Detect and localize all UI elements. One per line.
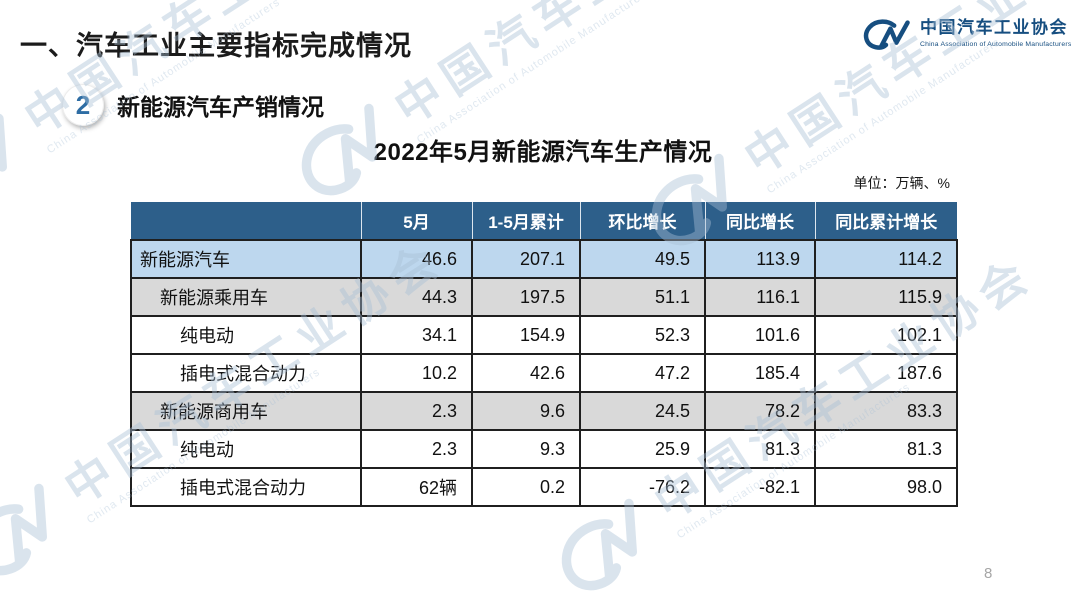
row-label: 插电式混合动力: [130, 467, 362, 507]
table-title: 2022年5月新能源汽车生产情况: [373, 139, 713, 166]
table-cell: 115.9: [814, 277, 958, 317]
column-header: 同比增长: [704, 202, 815, 240]
logo-name-en: China Association of Automobile Manufact…: [920, 40, 1072, 48]
table-cell: -82.1: [704, 467, 816, 507]
table-cell: 62辆: [360, 467, 473, 507]
section-heading: 2 新能源汽车产销情况: [62, 84, 324, 126]
table-header: 5月 1-5月累计 环比增长 同比增长 同比累计增长: [131, 202, 957, 240]
table-cell: 187.6: [814, 353, 958, 393]
table-row: 插电式混合动力 10.2 42.6 47.2 185.4 187.6: [130, 353, 958, 393]
table-cell: 0.2: [471, 467, 581, 507]
table-body: 新能源汽车 46.6 207.1 49.5 113.9 114.2 新能源乘用车 44.3 19…: [130, 239, 958, 507]
table-cell: 83.3: [814, 391, 958, 431]
watermark-cm-icon: [0, 476, 82, 598]
table-cell: 2.3: [360, 429, 473, 469]
table-cell: 113.9: [704, 239, 816, 279]
table-cell: 49.5: [579, 239, 706, 279]
row-label: 纯电动: [130, 315, 362, 355]
nev-production-table: 5月 1-5月累计 环比增长 同比增长 同比累计增长 新能源汽车 46.6 207.1 49.…: [130, 202, 958, 507]
table-row: 插电式混合动力 62辆 0.2 -76.2 -82.1 98.0: [130, 467, 958, 507]
table-cell: 46.6: [360, 239, 473, 279]
table-cell: 185.4: [704, 353, 816, 393]
section-title: 新能源汽车产销情况: [117, 94, 324, 120]
row-label: 新能源商用车: [130, 391, 362, 431]
row-label: 新能源汽车: [130, 239, 362, 279]
table-cell: 2.3: [360, 391, 473, 431]
row-label: 纯电动: [130, 429, 362, 469]
column-header: 同比累计增长: [814, 202, 957, 240]
table-cell: 101.6: [704, 315, 816, 355]
cm-logo-icon: [860, 16, 912, 56]
corner-cell: [131, 202, 361, 240]
row-label: 插电式混合动力: [130, 353, 362, 393]
table-cell: 197.5: [471, 277, 581, 317]
watermark-text-en: China Association of Automobile Manufact…: [414, 0, 653, 147]
table-cell: -76.2: [579, 467, 706, 507]
row-label: 新能源乘用车: [130, 277, 362, 317]
caam-logo: 中国汽车工业协会 China Association of Automobile…: [860, 16, 1071, 56]
table-cell: 9.6: [471, 391, 581, 431]
watermark-text-cn: 中国汽车工业协会: [385, 0, 782, 134]
table-row: 纯电动 34.1 154.9 52.3 101.6 102.1: [130, 315, 958, 355]
column-header: 5月: [360, 202, 472, 240]
table-cell: 47.2: [579, 353, 706, 393]
header-row: 5月 1-5月累计 环比增长 同比增长 同比累计增长: [131, 202, 957, 240]
table-cell: 24.5: [579, 391, 706, 431]
table-cell: 154.9: [471, 315, 581, 355]
table-cell: 102.1: [814, 315, 958, 355]
table-cell: 34.1: [360, 315, 473, 355]
table-cell: 42.6: [471, 353, 581, 393]
watermark-cm-icon: [540, 491, 673, 607]
table-cell: 116.1: [704, 277, 816, 317]
logo-text: 中国汽车工业协会 China Association of Automobile…: [920, 16, 1071, 48]
table-cell: 81.3: [704, 429, 816, 469]
watermark-cm-icon: [0, 106, 42, 228]
table-row: 新能源商用车 2.3 9.6 24.5 78.2 83.3: [130, 391, 958, 431]
page-title: 一、汽车工业主要指标完成情况: [20, 31, 412, 61]
table-cell: 114.2: [814, 239, 958, 279]
table-cell: 207.1: [471, 239, 581, 279]
table-row: 新能源乘用车 44.3 197.5 51.1 116.1 115.9: [130, 277, 958, 317]
table-cell: 51.1: [579, 277, 706, 317]
column-header: 1-5月累计: [471, 202, 580, 240]
page-number: 8: [984, 565, 993, 582]
table-cell: 81.3: [814, 429, 958, 469]
table-cell: 44.3: [360, 277, 473, 317]
column-header: 环比增长: [579, 202, 705, 240]
logo-name-cn: 中国汽车工业协会: [920, 18, 1068, 37]
table-cell: 10.2: [360, 353, 473, 393]
unit-note: 单位：万辆、%: [853, 175, 950, 191]
table-row: 新能源汽车 46.6 207.1 49.5 113.9 114.2: [130, 239, 958, 279]
table-row: 纯电动 2.3 9.3 25.9 81.3 81.3: [130, 429, 958, 469]
section-number-badge: 2: [62, 84, 104, 126]
table-cell: 98.0: [814, 467, 958, 507]
table-cell: 78.2: [704, 391, 816, 431]
table-cell: 25.9: [579, 429, 706, 469]
table-cell: 9.3: [471, 429, 581, 469]
table-cell: 52.3: [579, 315, 706, 355]
